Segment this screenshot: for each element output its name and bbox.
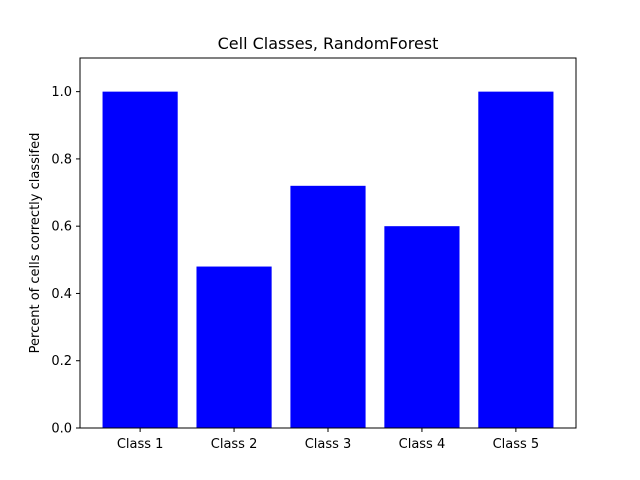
x-tick-label: Class 2 <box>211 437 258 452</box>
x-axis-ticks: Class 1 Class 2 Class 3 Class 4 Class 5 <box>117 428 539 452</box>
y-tick-label: 0.2 <box>51 354 72 369</box>
bar-class-1 <box>102 91 178 429</box>
bar-class-3 <box>290 185 366 428</box>
x-tick-label: Class 3 <box>305 437 352 452</box>
x-tick-label: Class 1 <box>117 437 164 452</box>
y-tick-label: 0.6 <box>51 220 72 235</box>
y-tick-label: 0.4 <box>51 287 72 302</box>
y-axis-ticks: 0.0 0.2 0.4 0.6 0.8 1.0 <box>51 85 80 437</box>
y-axis-label: Percent of cells correctly classifed <box>28 133 43 354</box>
bar-class-5 <box>478 91 554 429</box>
y-tick-label: 0.8 <box>51 152 72 167</box>
bar-class-2 <box>196 266 272 428</box>
x-tick-label: Class 4 <box>399 437 446 452</box>
chart-title: Cell Classes, RandomForest <box>218 34 439 53</box>
x-tick-label: Class 5 <box>493 437 540 452</box>
bar-class-4 <box>384 226 460 428</box>
bars-layer <box>102 91 554 429</box>
y-tick-label: 1.0 <box>51 85 72 100</box>
y-tick-label: 0.0 <box>51 422 72 437</box>
